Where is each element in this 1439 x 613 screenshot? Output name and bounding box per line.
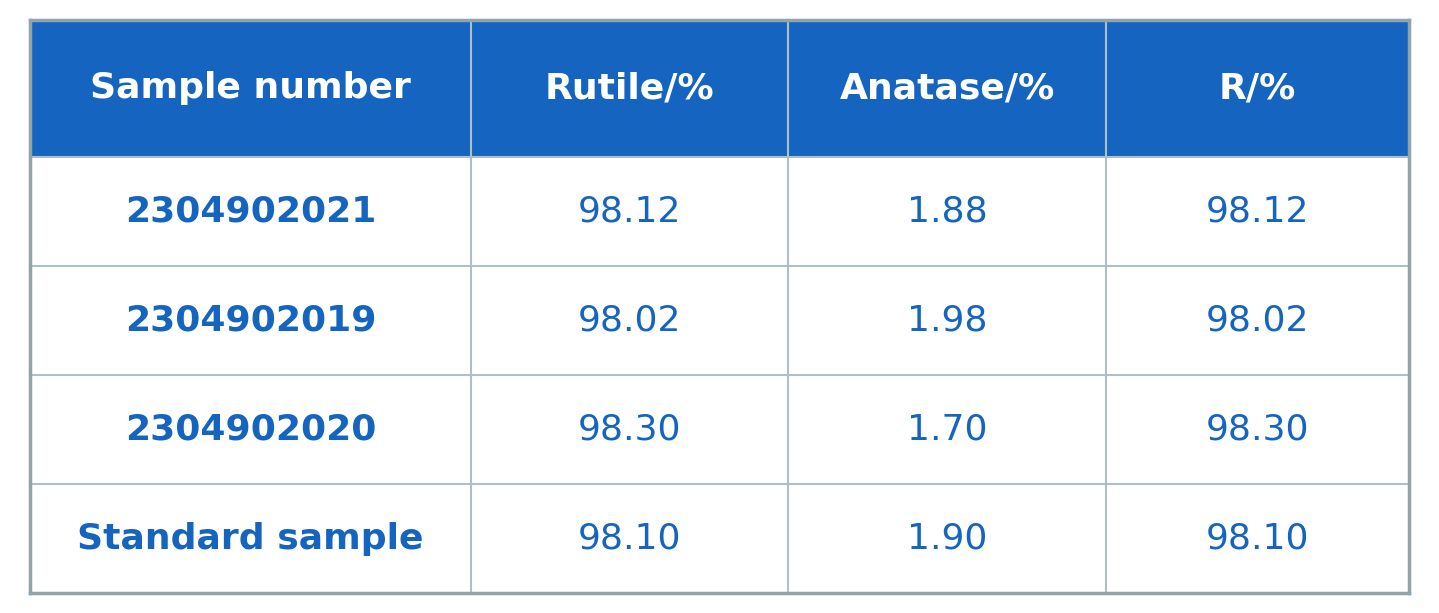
Text: Rutile/%: Rutile/% bbox=[545, 71, 715, 105]
Text: 98.10: 98.10 bbox=[1206, 522, 1309, 556]
Text: Standard sample: Standard sample bbox=[78, 522, 425, 556]
Text: Anatase/%: Anatase/% bbox=[839, 71, 1055, 105]
Text: 2304902019: 2304902019 bbox=[125, 303, 377, 338]
Text: Sample number: Sample number bbox=[91, 71, 412, 105]
Text: 1.70: 1.70 bbox=[907, 413, 987, 447]
Text: 98.10: 98.10 bbox=[578, 522, 682, 556]
Bar bbox=[30, 157, 1409, 266]
Bar bbox=[30, 266, 1409, 375]
Bar bbox=[30, 484, 1409, 593]
Text: 98.02: 98.02 bbox=[578, 303, 682, 338]
Bar bbox=[30, 20, 1409, 157]
Text: 98.12: 98.12 bbox=[578, 194, 682, 229]
Bar bbox=[30, 375, 1409, 484]
Text: 98.02: 98.02 bbox=[1206, 303, 1309, 338]
Text: 1.98: 1.98 bbox=[907, 303, 987, 338]
Text: 98.12: 98.12 bbox=[1206, 194, 1309, 229]
Text: 98.30: 98.30 bbox=[1206, 413, 1309, 447]
Text: R/%: R/% bbox=[1219, 71, 1297, 105]
Text: 98.30: 98.30 bbox=[578, 413, 682, 447]
Text: 2304902021: 2304902021 bbox=[125, 194, 377, 229]
Text: 1.90: 1.90 bbox=[907, 522, 987, 556]
Text: 2304902020: 2304902020 bbox=[125, 413, 377, 447]
Text: 1.88: 1.88 bbox=[907, 194, 987, 229]
